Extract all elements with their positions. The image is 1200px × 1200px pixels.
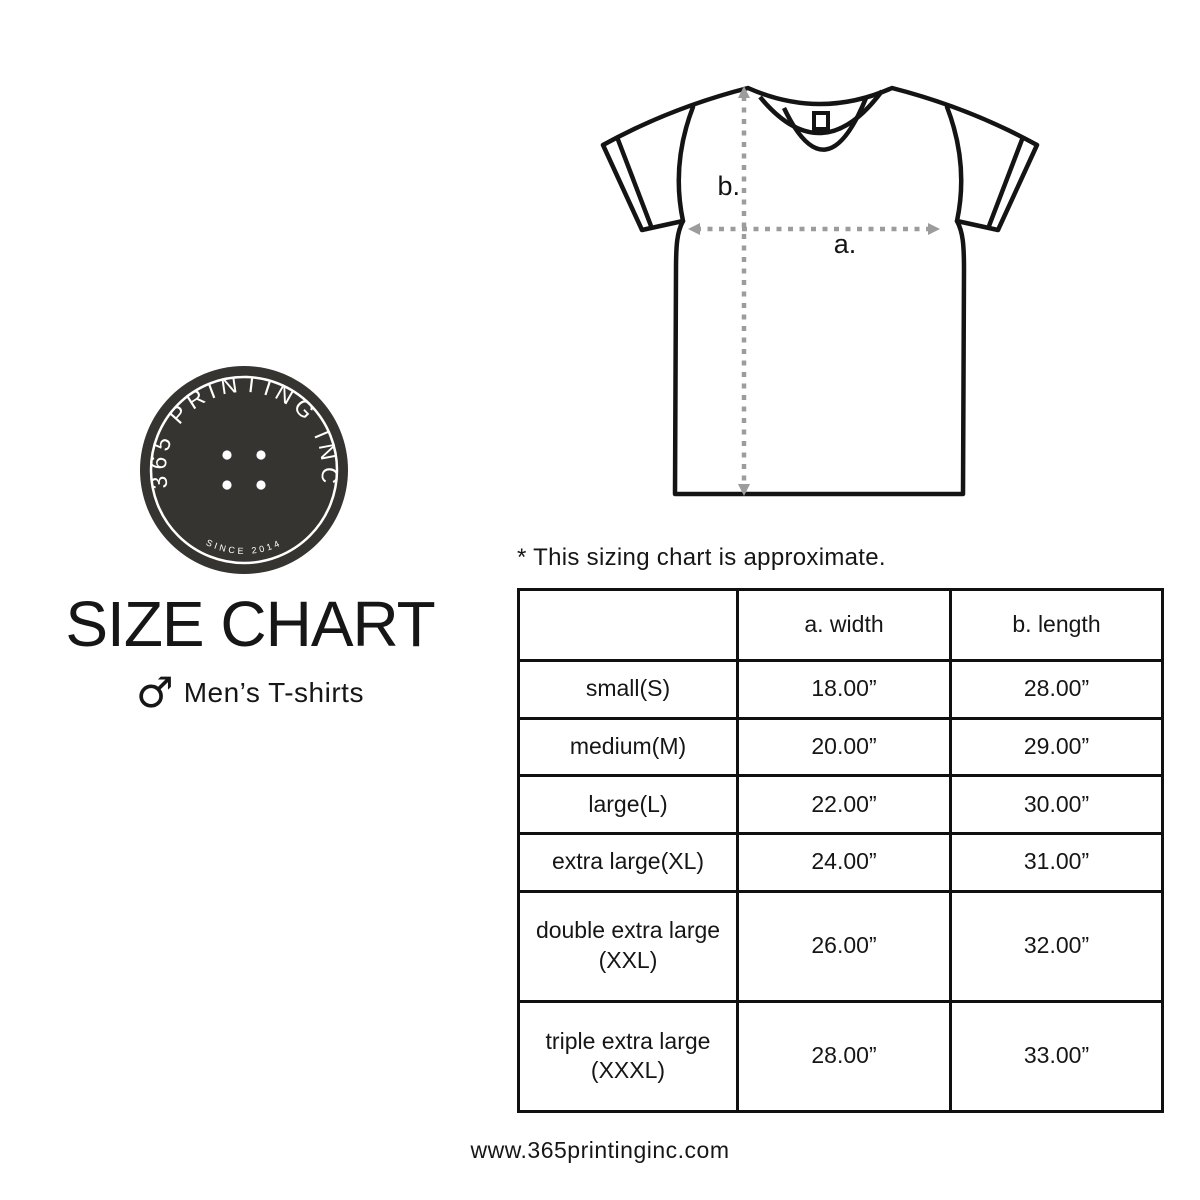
heading-block: SIZE CHART ♂ Men’s T-shirts xyxy=(36,592,464,714)
right-armhole-seam xyxy=(944,104,964,224)
right-cuff-line xyxy=(986,136,1026,227)
header-size xyxy=(517,588,739,662)
table-row: medium(M) 20.00” 29.00” xyxy=(517,716,1164,778)
table-row: triple extra large (XXXL) 28.00” 33.00” xyxy=(517,999,1164,1114)
width-cell: 28.00” xyxy=(736,999,952,1114)
tshirt-diagram: b. a. xyxy=(600,85,1040,497)
table-header-row: a. width b. length xyxy=(517,588,1164,662)
table-row: extra large(XL) 24.00” 31.00” xyxy=(517,832,1164,893)
header-length: b. length xyxy=(949,588,1164,662)
website-url: www.365printinginc.com xyxy=(470,1137,730,1163)
back-collar-line xyxy=(781,97,869,152)
collar-tag xyxy=(812,111,830,131)
logo-inner-ring xyxy=(149,375,339,565)
width-cell: 26.00” xyxy=(736,889,952,1003)
table-row: large(L) 22.00” 30.00” xyxy=(517,774,1164,836)
length-cell: 32.00” xyxy=(949,889,1164,1003)
button-holes-icon xyxy=(222,450,266,490)
length-cell: 30.00” xyxy=(949,774,1164,836)
width-cell: 20.00” xyxy=(736,716,952,778)
size-cell: large(L) xyxy=(517,774,739,836)
width-label: a. xyxy=(834,229,857,259)
length-cell: 29.00” xyxy=(949,716,1164,778)
sizing-note: * This sizing chart is approximate. xyxy=(517,544,886,571)
subtitle-row: ♂ Men’s T-shirts xyxy=(36,672,464,714)
page-subtitle: Men’s T-shirts xyxy=(183,677,364,708)
width-cell: 24.00” xyxy=(736,832,952,893)
size-table: a. width b. length small(S) 18.00” 28.00… xyxy=(517,588,1164,1114)
brand-logo: 365 PRINTING INC SINCE 2014 xyxy=(140,366,348,574)
left-armhole-seam xyxy=(676,104,696,224)
size-cell: small(S) xyxy=(517,659,739,720)
tshirt-outline xyxy=(600,85,1040,497)
length-label: b. xyxy=(717,171,740,201)
length-arrow xyxy=(738,86,750,496)
width-arrow xyxy=(688,223,940,235)
collar-band-line xyxy=(758,89,884,136)
size-cell: double extra large (XXL) xyxy=(517,889,739,1003)
page-title: SIZE CHART xyxy=(65,588,435,660)
size-cell: medium(M) xyxy=(517,716,739,778)
logo-badge-circle xyxy=(140,366,348,574)
header-width: a. width xyxy=(736,588,952,662)
mars-icon: ♂ xyxy=(136,668,174,717)
table-row: small(S) 18.00” 28.00” xyxy=(517,659,1164,720)
table-row: double extra large (XXL) 26.00” 32.00” xyxy=(517,889,1164,1003)
width-cell: 22.00” xyxy=(736,774,952,836)
length-cell: 31.00” xyxy=(949,832,1164,893)
size-cell: extra large(XL) xyxy=(517,832,739,893)
length-cell: 33.00” xyxy=(949,999,1164,1114)
width-cell: 18.00” xyxy=(736,659,952,720)
left-cuff-line xyxy=(614,136,654,227)
size-cell: triple extra large (XXXL) xyxy=(517,999,739,1114)
length-cell: 28.00” xyxy=(949,659,1164,720)
